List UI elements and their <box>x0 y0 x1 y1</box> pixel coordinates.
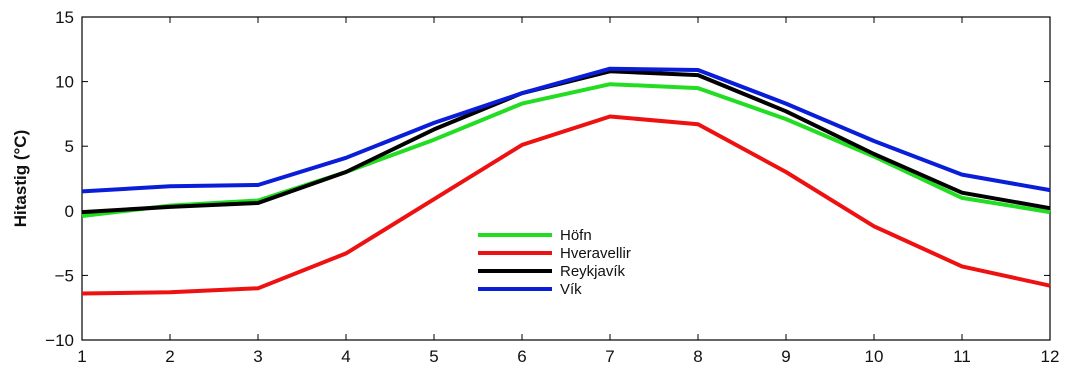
y-tick-label-5: 5 <box>65 137 74 156</box>
legend-label-reykjav-k: Reykjavík <box>560 263 626 280</box>
y-tick-label-0: 0 <box>65 202 74 221</box>
y-tick-label-15: 15 <box>55 8 74 27</box>
x-tick-label-5: 5 <box>429 347 438 366</box>
x-tick-label-3: 3 <box>253 347 262 366</box>
legend-label-h-fn: Höfn <box>560 227 592 244</box>
x-tick-label-6: 6 <box>517 347 526 366</box>
y-tick-label--10: −10 <box>45 331 74 350</box>
y-tick-label--5: −5 <box>55 266 74 285</box>
legend-label-hveravellir: Hveravellir <box>560 245 631 262</box>
series-line-hveravellir <box>81 114 1051 296</box>
y-axis-label: Hitastig (°C) <box>11 130 30 227</box>
x-tick-label-8: 8 <box>693 347 702 366</box>
x-tick-label-11: 11 <box>953 347 971 366</box>
x-tick-label-12: 12 <box>1041 347 1060 366</box>
legend-label-v-k: Vík <box>560 281 582 298</box>
plot-frame <box>81 16 1051 341</box>
series-line-h-fn <box>81 82 1051 218</box>
x-tick-label-10: 10 <box>865 347 884 366</box>
x-tick-label-4: 4 <box>341 347 350 366</box>
x-tick-label-2: 2 <box>165 347 174 366</box>
x-tick-label-9: 9 <box>781 347 790 366</box>
x-tick-label-7: 7 <box>605 347 614 366</box>
x-tick-label-1: 1 <box>77 347 86 366</box>
series-line-v-k <box>81 66 1051 194</box>
y-tick-label-10: 10 <box>55 73 74 92</box>
